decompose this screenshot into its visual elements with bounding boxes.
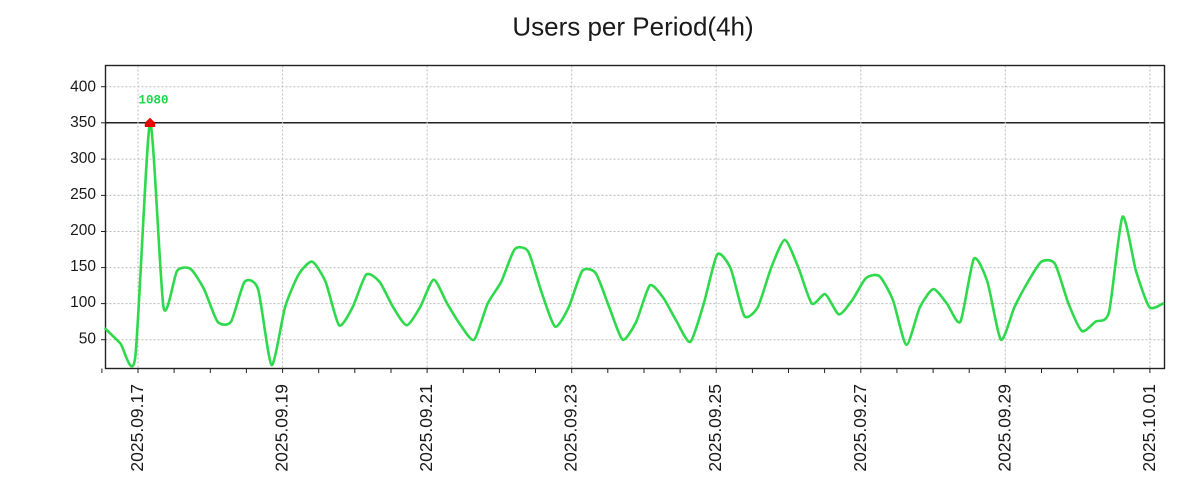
svg-text:2025.09.19: 2025.09.19 (272, 384, 292, 472)
svg-text:100: 100 (70, 294, 96, 311)
svg-text:2025.09.29: 2025.09.29 (994, 384, 1014, 472)
svg-text:150: 150 (70, 258, 96, 275)
svg-text:2025.09.23: 2025.09.23 (561, 384, 581, 472)
svg-text:2025.09.17: 2025.09.17 (127, 384, 147, 472)
svg-text:400: 400 (70, 79, 96, 96)
svg-text:2025.09.27: 2025.09.27 (850, 384, 870, 472)
svg-text:Users per Period(4h): Users per Period(4h) (512, 12, 753, 42)
svg-text:2025.09.25: 2025.09.25 (705, 384, 725, 472)
svg-text:300: 300 (70, 150, 96, 167)
svg-text:2025.09.21: 2025.09.21 (416, 384, 436, 472)
svg-text:200: 200 (70, 222, 96, 239)
svg-text:250: 250 (70, 186, 96, 203)
svg-text:2025.10.01: 2025.10.01 (1139, 384, 1159, 472)
svg-text:50: 50 (79, 331, 97, 348)
svg-text:1080: 1080 (139, 94, 169, 108)
svg-text:350: 350 (70, 114, 96, 131)
